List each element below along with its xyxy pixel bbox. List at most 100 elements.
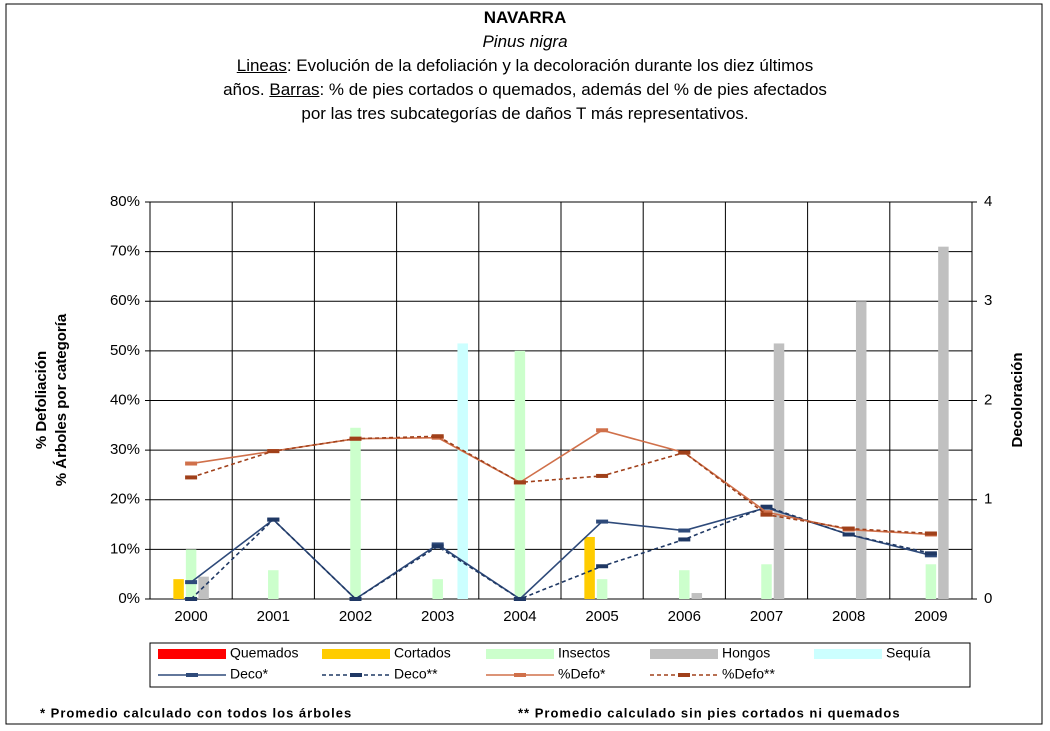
legend-swatch	[486, 649, 554, 659]
x-tick-label: 2007	[750, 608, 783, 625]
bar	[457, 343, 468, 599]
legend-label: Deco**	[394, 666, 438, 682]
line-marker	[596, 519, 609, 524]
legend-label: Quemados	[230, 645, 298, 661]
description-label: Barras	[269, 80, 320, 99]
line-marker	[185, 597, 198, 601]
y-tick-label: 30%	[110, 441, 140, 458]
legend-label: Deco*	[230, 666, 269, 682]
bar	[185, 549, 197, 599]
y2-tick-label: 1	[984, 491, 992, 508]
line-marker	[842, 526, 855, 531]
bar	[432, 579, 443, 599]
line-marker	[760, 504, 773, 509]
bar	[761, 564, 772, 599]
y-axis-label: % Árboles por categoría	[53, 313, 70, 486]
legend-label: Hongos	[722, 645, 770, 661]
bar	[514, 350, 526, 599]
line-marker	[267, 517, 280, 522]
line-marker	[678, 528, 691, 533]
line-marker	[185, 461, 198, 466]
bar	[855, 301, 867, 599]
line-marker	[924, 551, 937, 556]
y-tick-label: 80%	[110, 193, 140, 210]
line-marker	[678, 450, 691, 455]
line-marker	[513, 597, 526, 601]
legend-swatch	[814, 649, 882, 659]
line-marker	[349, 597, 362, 601]
bar	[925, 564, 937, 599]
y-tick-label: 70%	[110, 243, 140, 260]
line-marker	[267, 449, 280, 454]
x-tick-label: 2006	[668, 608, 701, 625]
line-marker	[596, 428, 609, 433]
x-tick-label: 2009	[914, 608, 947, 625]
legend-label: %Defo**	[722, 666, 775, 682]
y2-tick-label: 3	[984, 292, 992, 309]
bar	[679, 570, 690, 599]
line-marker	[431, 544, 444, 549]
legend-swatch	[158, 649, 226, 659]
legend-marker	[350, 673, 362, 677]
description: Lineas: Evolución de la defoliación y la…	[215, 54, 835, 126]
line-marker	[924, 531, 937, 536]
legend-label: Insectos	[558, 645, 610, 661]
y-tick-label: 20%	[110, 491, 140, 508]
y-axis-label: % Defoliación	[33, 351, 50, 449]
x-tick-label: 2002	[339, 608, 372, 625]
chart-title: NAVARRA	[483, 8, 567, 27]
x-tick-label: 2000	[174, 608, 207, 625]
line-marker	[431, 434, 444, 439]
bar	[596, 579, 608, 599]
footnote: ** Promedio calculado sin pies cortados …	[518, 705, 901, 720]
bar	[268, 570, 279, 599]
legend-label: %Defo*	[558, 666, 606, 682]
x-tick-label: 2005	[585, 608, 618, 625]
bar	[691, 593, 703, 599]
line	[190, 435, 931, 535]
bar	[584, 536, 595, 599]
line-marker	[760, 510, 773, 515]
line-marker	[185, 475, 198, 480]
chart-subtitle: Pinus nigra	[482, 32, 568, 51]
line-marker	[760, 512, 773, 517]
description-label: Lineas	[236, 56, 287, 75]
legend-label: Cortados	[394, 645, 451, 661]
line-marker	[678, 537, 691, 542]
x-tick-label: 2003	[421, 608, 454, 625]
y-tick-label: 0%	[118, 590, 140, 607]
y2-tick-label: 2	[984, 391, 992, 408]
y-tick-label: 60%	[110, 292, 140, 309]
line-marker	[185, 580, 198, 585]
y2-tick-label: 0	[984, 590, 992, 607]
legend-swatch	[322, 649, 390, 659]
legend-marker	[678, 673, 690, 677]
y2-axis-label: Decoloración	[1009, 352, 1026, 447]
y-tick-label: 40%	[110, 391, 140, 408]
bar	[350, 427, 361, 599]
legend-swatch	[650, 649, 718, 659]
line-marker	[513, 480, 526, 485]
description-text: : % de pies cortados o quemados, además …	[301, 80, 827, 123]
header: NAVARRA Pinus nigra Lineas: Evolución de…	[0, 6, 1050, 126]
x-tick-label: 2001	[257, 608, 290, 625]
line-marker	[596, 564, 609, 569]
legend-label: Sequía	[886, 645, 931, 661]
bar	[173, 579, 184, 599]
line-marker	[842, 532, 855, 537]
y2-tick-label: 4	[984, 193, 992, 210]
x-tick-label: 2004	[503, 608, 536, 625]
bar	[938, 246, 949, 599]
y-tick-label: 10%	[110, 540, 140, 557]
line-marker	[349, 436, 362, 441]
legend-marker	[186, 673, 198, 677]
legend-marker	[514, 673, 526, 677]
x-tick-label: 2008	[832, 608, 865, 625]
line-marker	[596, 473, 609, 478]
description-text: : Evolución de la defoliación y la decol…	[223, 56, 814, 99]
bar	[773, 343, 785, 599]
y-tick-label: 50%	[110, 342, 140, 359]
footnote: * Promedio calculado con todos los árbol…	[40, 705, 352, 720]
